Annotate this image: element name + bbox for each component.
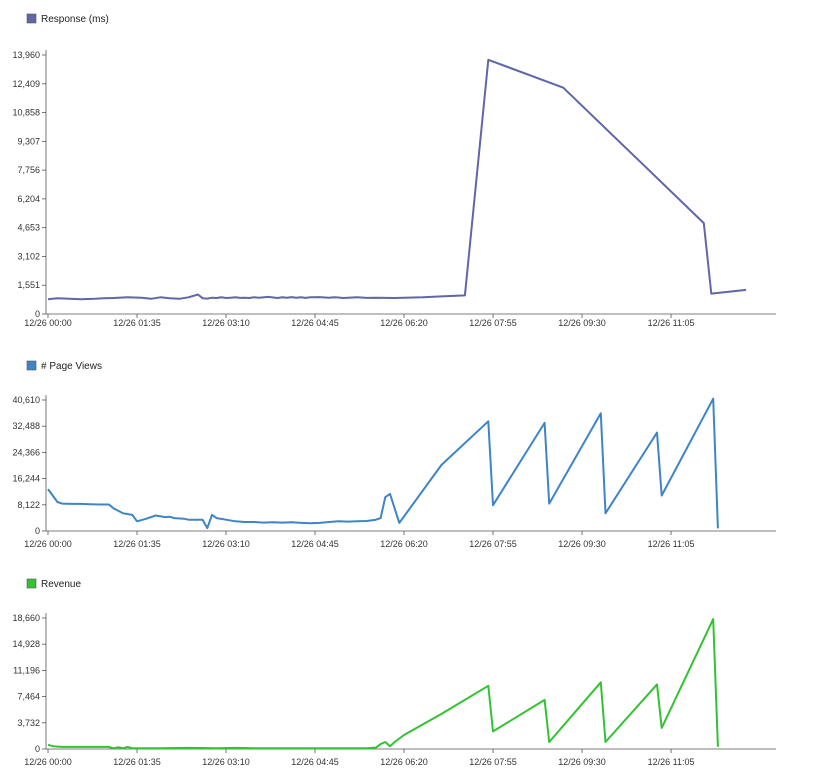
response-x-tick-label: 12/26 07:55 (469, 318, 517, 328)
page-views-x-tick-label: 12/26 06:20 (380, 539, 428, 549)
page-views-legend-label: # Page Views (41, 361, 102, 372)
revenue-chart: Revenue 0 3,732 7,464 11,196 14,928 18,660 12/2… (12, 578, 776, 767)
revenue-x-tick-label: 12/26 06:20 (380, 757, 428, 767)
page-views-x-tick-label: 12/26 04:45 (291, 539, 339, 549)
page-views-y-tick-label: 8,122 (17, 500, 40, 510)
response-x-tick-label: 12/26 06:20 (380, 318, 428, 328)
revenue-x-tick-label: 12/26 09:30 (558, 757, 606, 767)
response-x-tick-label: 12/26 09:30 (558, 318, 606, 328)
page-views-chart: # Page Views 0 8,122 16,244 24,366 32,488 40,6… (12, 360, 776, 549)
revenue-legend-swatch (26, 578, 37, 589)
response-x-tick-label: 12/26 04:45 (291, 318, 339, 328)
revenue-x-tick-label: 12/26 00:00 (24, 757, 72, 767)
response-y-tick-label: 3,102 (17, 251, 40, 261)
revenue-x-tick-label: 12/26 03:10 (202, 757, 250, 767)
response-x-tick-label: 12/26 01:35 (113, 318, 161, 328)
page-views-series-line (47, 397, 719, 530)
revenue-y-tick-label: 11,196 (13, 665, 40, 675)
page-views-y-tick-label: 0 (35, 526, 40, 536)
page-views-x-tick-label: 12/26 03:10 (202, 539, 250, 549)
page-views-y-tick-label: 40,610 (12, 395, 40, 405)
revenue-x-tick-label: 12/26 04:45 (291, 757, 339, 767)
response-legend-label: Response (ms) (41, 14, 109, 25)
page-views-x-tick-label: 12/26 09:30 (558, 539, 606, 549)
page-views-x-tick-label: 12/26 00:00 (24, 539, 72, 549)
response-y-tick-label: 9,307 (17, 136, 40, 146)
revenue-x-tick-label: 12/26 07:55 (469, 757, 517, 767)
page-views-x-tick-label: 12/26 01:35 (113, 539, 161, 549)
revenue-y-tick-label: 0 (35, 744, 40, 754)
revenue-y-tick-label: 7,464 (17, 692, 40, 702)
page-views-legend-swatch (26, 360, 37, 371)
response-y-tick-label: 10,858 (12, 108, 40, 118)
revenue-y-tick-label: 18,660 (12, 613, 40, 623)
page-views-x-tick-label: 12/26 07:55 (469, 539, 517, 549)
page-views-x-tick-label: 12/26 11:05 (648, 539, 695, 549)
revenue-series-line (47, 618, 719, 750)
revenue-y-tick-label: 3,732 (17, 718, 40, 728)
response-y-tick-label: 7,756 (17, 165, 40, 175)
response-x-tick-label: 12/26 00:00 (24, 318, 72, 328)
response-series-line (47, 58, 747, 301)
revenue-x-tick-label: 12/26 11:05 (648, 757, 695, 767)
page-views-y-tick-label: 32,488 (12, 421, 40, 431)
response-y-tick-label: 6,204 (17, 194, 40, 204)
response-x-tick-label: 12/26 03:10 (202, 318, 250, 328)
response-x-tick-label: 12/26 11:05 (648, 318, 695, 328)
revenue-y-tick-label: 14,928 (12, 639, 40, 649)
response-y-tick-label: 4,653 (17, 223, 40, 233)
response-chart: Response (ms) 0 1,551 3,102 4,653 6,204 7,756 9… (12, 13, 776, 328)
revenue-legend-label: Revenue (41, 579, 81, 590)
page-views-y-tick-label: 16,244 (12, 474, 40, 484)
response-y-tick-label: 0 (35, 309, 40, 319)
page-views-y-tick-label: 24,366 (12, 447, 40, 457)
response-y-tick-label: 13,960 (12, 50, 40, 60)
revenue-x-tick-label: 12/26 01:35 (113, 757, 161, 767)
response-y-tick-label: 12,409 (12, 79, 40, 89)
response-y-tick-label: 1,551 (17, 280, 40, 290)
response-legend-swatch (26, 13, 37, 24)
